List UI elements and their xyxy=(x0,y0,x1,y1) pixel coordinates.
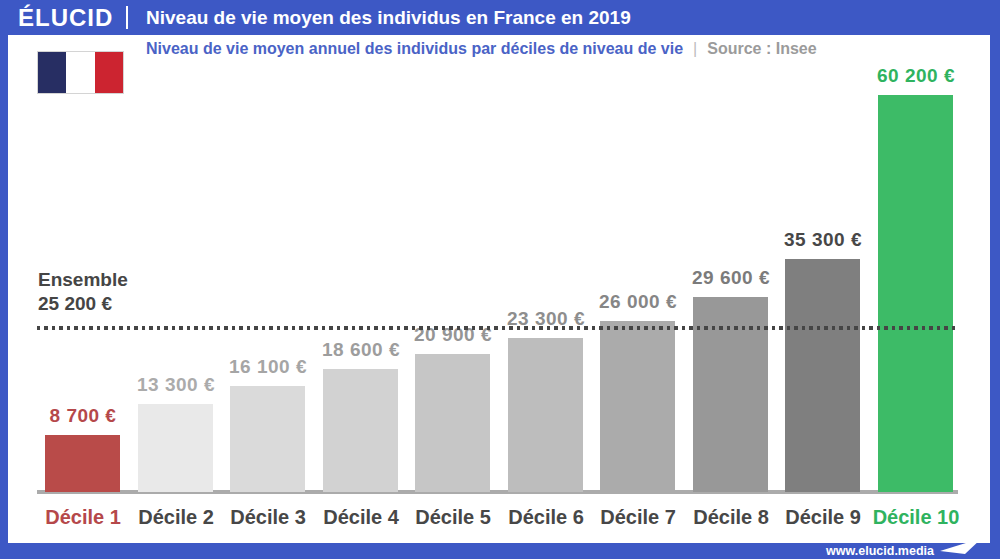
bar-decile-2 xyxy=(138,404,213,492)
ensemble-reference-line xyxy=(37,326,958,330)
value-label-decile-9: 35 300 € xyxy=(748,229,898,251)
category-label-decile-10: Décile 10 xyxy=(861,506,971,529)
infographic: ÉLUCID Niveau de vie moyen des individus… xyxy=(0,0,1000,559)
value-label-decile-1: 8 700 € xyxy=(8,405,158,427)
footer-url: www.elucid.media xyxy=(826,543,934,559)
elucid-arrow-icon xyxy=(938,536,984,556)
value-label-decile-7: 26 000 € xyxy=(563,291,713,313)
bar-decile-9 xyxy=(785,259,860,492)
bar-decile-1 xyxy=(45,435,120,492)
value-label-decile-8: 29 600 € xyxy=(656,267,806,289)
bar-decile-7 xyxy=(600,321,675,492)
bar-decile-3 xyxy=(230,386,305,492)
value-label-decile-10: 60 200 € xyxy=(841,65,991,87)
bar-decile-6 xyxy=(508,338,583,492)
ensemble-label-line2: 25 200 € xyxy=(38,292,128,316)
ensemble-label-line1: Ensemble xyxy=(38,268,128,292)
bar-decile-10 xyxy=(878,95,953,492)
bar-decile-5 xyxy=(415,354,490,492)
bar-decile-4 xyxy=(323,369,398,492)
bar-chart: 8 700 €Décile 113 300 €Décile 216 100 €D… xyxy=(0,0,1000,559)
ensemble-reference-label: Ensemble 25 200 € xyxy=(38,268,128,316)
